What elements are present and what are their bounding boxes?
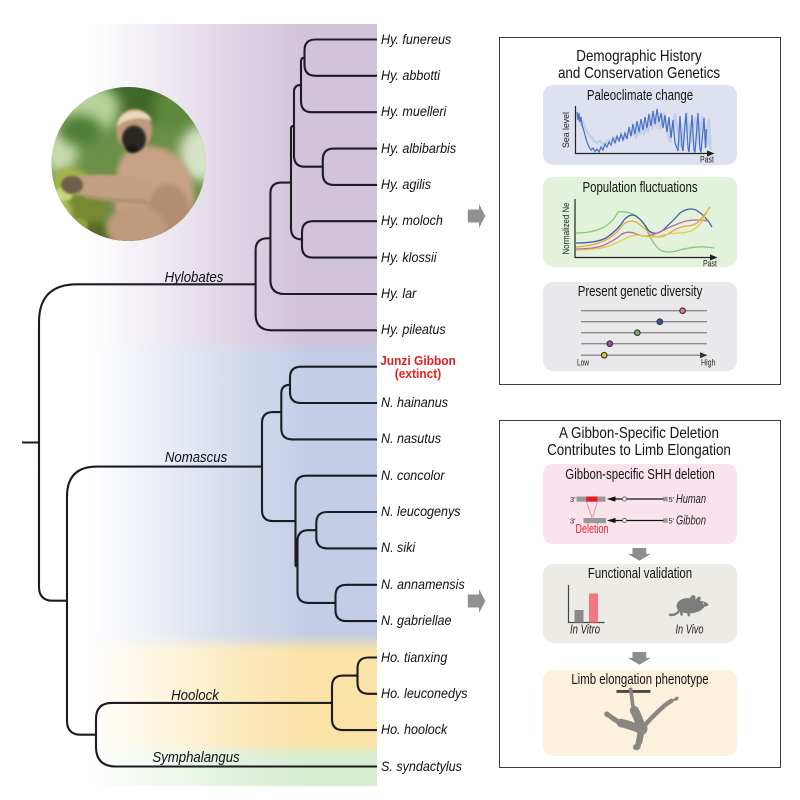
svg-text:Past: Past: [700, 155, 714, 165]
svg-text:In Vivo: In Vivo: [676, 623, 704, 637]
svg-text:Low: Low: [577, 358, 589, 368]
svg-text:In Vitro: In Vitro: [570, 623, 600, 637]
svg-text:Gibbon: Gibbon: [676, 514, 706, 528]
svg-text:5': 5': [669, 517, 675, 526]
svg-text:Normalized Ne: Normalized Ne: [561, 203, 571, 255]
svg-text:Past: Past: [703, 259, 717, 269]
svg-text:Deletion: Deletion: [576, 522, 609, 536]
svg-text:3': 3': [570, 495, 576, 504]
svg-text:High: High: [701, 358, 716, 368]
svg-text:Human: Human: [676, 492, 706, 506]
svg-text:Sea level: Sea level: [561, 112, 571, 148]
svg-text:5': 5': [669, 495, 675, 504]
svg-text:3': 3': [570, 517, 576, 526]
